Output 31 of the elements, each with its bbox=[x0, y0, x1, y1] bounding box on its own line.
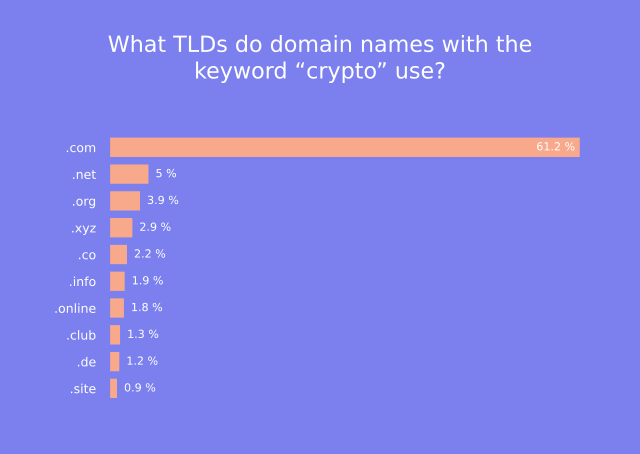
y-tick-label: .com bbox=[66, 145, 96, 152]
bar bbox=[110, 164, 148, 184]
data-label: 0.9 % bbox=[124, 383, 156, 392]
data-label: 1.2 % bbox=[128, 356, 158, 365]
data-label: 1.9 % bbox=[132, 276, 163, 284]
data-label: 61.2 % bbox=[537, 142, 575, 151]
bar bbox=[110, 272, 125, 291]
data-label: 3.9 % bbox=[148, 196, 178, 204]
y-tick-label: .co bbox=[79, 252, 96, 260]
y-tick-label: .info bbox=[70, 276, 96, 286]
y-tick-label: .xyz bbox=[72, 226, 96, 236]
y-tick-label: .club bbox=[67, 330, 96, 340]
data-label: 1.8 % bbox=[132, 302, 162, 312]
y-tick-label: .de bbox=[78, 356, 96, 367]
bar bbox=[110, 191, 140, 211]
data-label: 2.2 % bbox=[134, 249, 166, 258]
bar bbox=[110, 352, 120, 372]
bar bbox=[110, 378, 117, 398]
data-label: 5 % bbox=[156, 168, 176, 178]
data-label: 1.3 % bbox=[128, 330, 158, 338]
y-tick-label: .online bbox=[55, 303, 96, 313]
bar bbox=[110, 218, 132, 238]
y-tick-label: .site bbox=[70, 384, 96, 394]
bar bbox=[110, 138, 580, 157]
y-tick-label: .net bbox=[73, 170, 96, 180]
chart-title: What TLDs do domain names with the keyword “crypto” use? bbox=[108, 34, 532, 84]
y-tick-label: .org bbox=[73, 198, 96, 208]
data-label: 2.9 % bbox=[140, 222, 171, 231]
bar bbox=[110, 244, 127, 264]
bar bbox=[110, 298, 124, 318]
bar bbox=[110, 325, 120, 344]
